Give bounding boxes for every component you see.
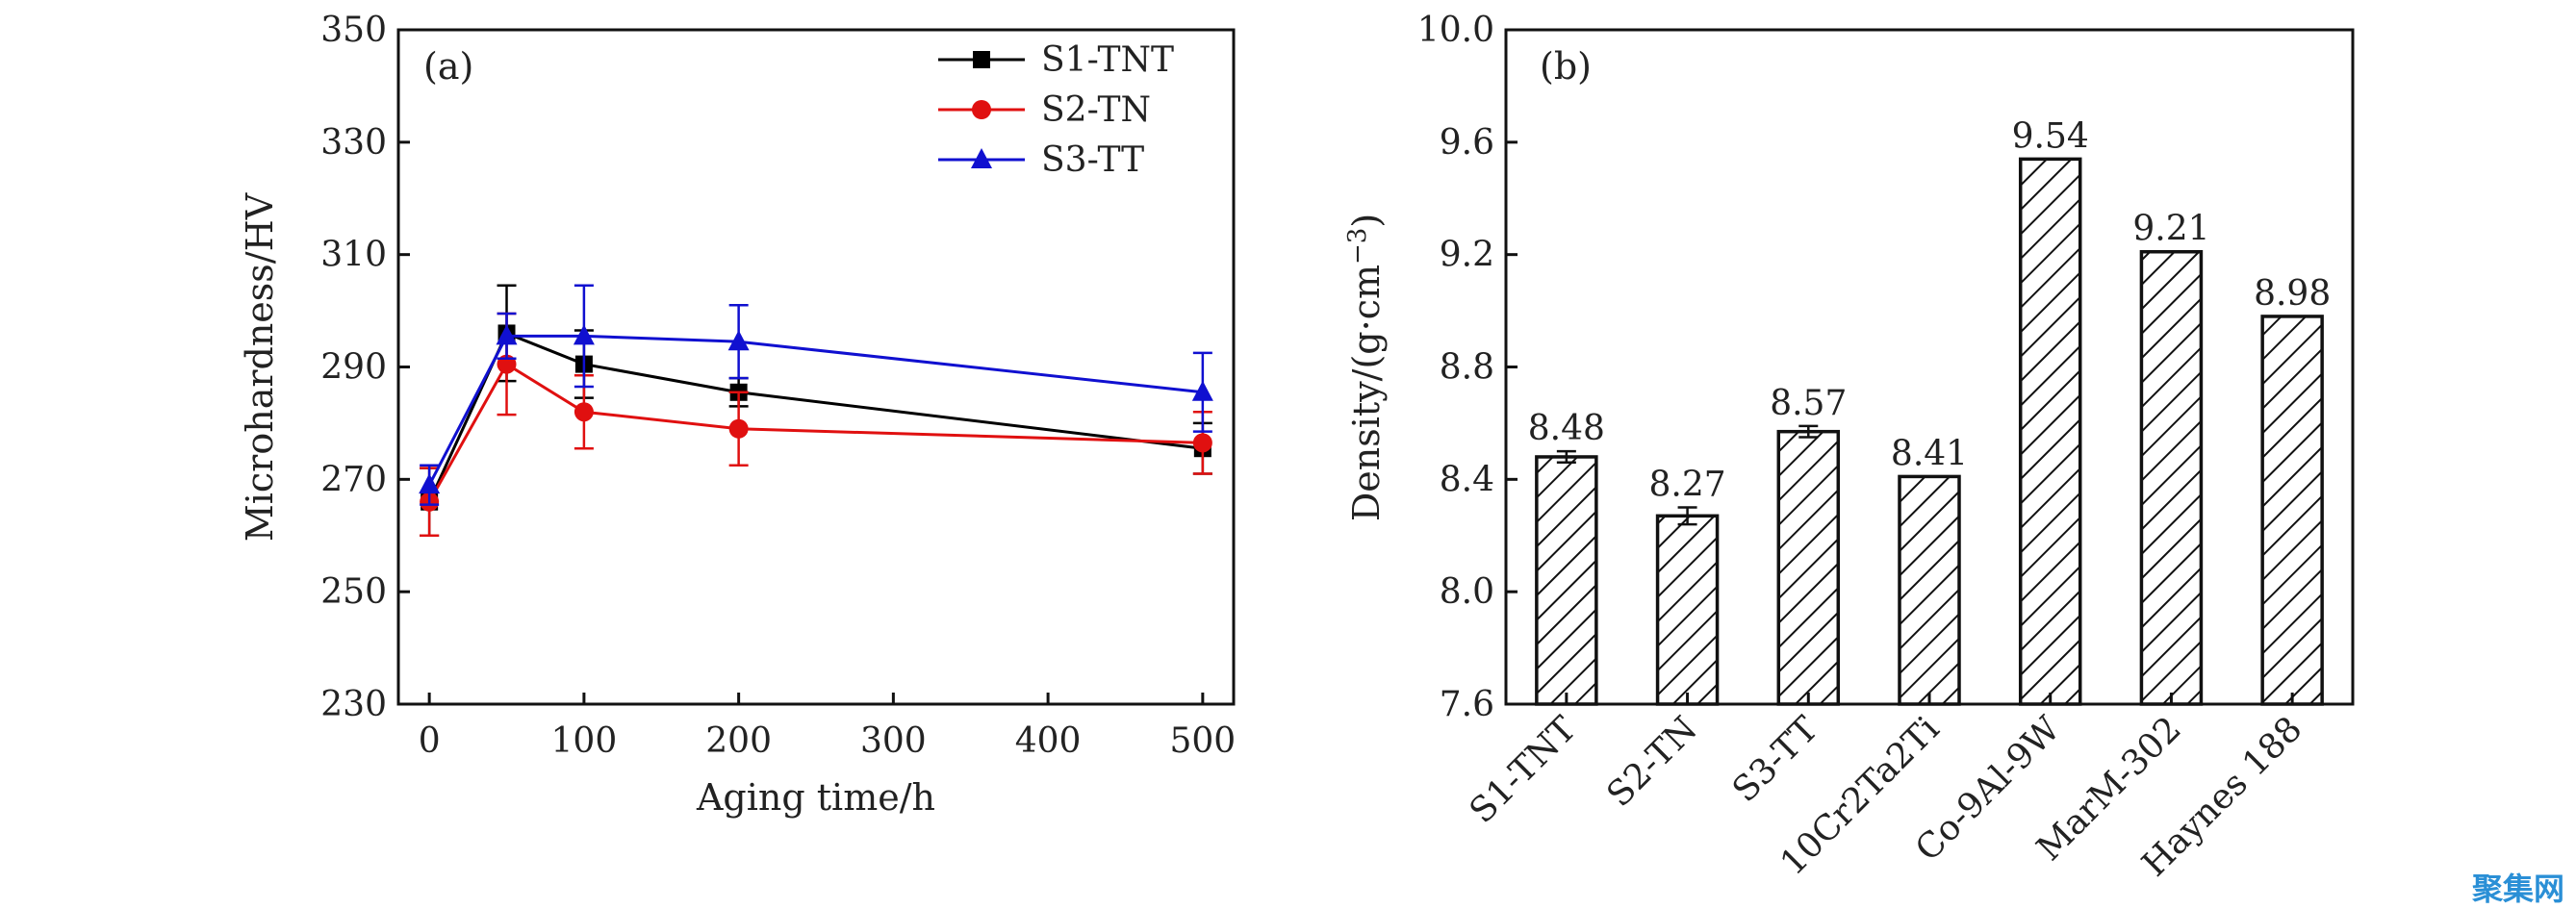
panel-a-y-axis-title: Microhardness/HV	[239, 192, 281, 542]
panel-b-y-tick-label: 8.0	[1440, 572, 1494, 612]
panel-a-tag: (a)	[423, 45, 473, 88]
bar-group-S2-TN: 8.27	[1648, 466, 1726, 706]
panel-b-bar-chart: 7.6 8.0 8.4 8.8 9.2 9.6 10.0 8.48 8.27 8.57 8.41 9…	[1343, 11, 2355, 884]
bar-group-S3-TT: 8.57	[1770, 384, 1847, 706]
bar-group-Co-9Al-9W: 9.54	[2012, 116, 2089, 706]
panel-b-y-tick-label: 10.0	[1417, 11, 1494, 50]
panel-b-y-tick-label: 8.4	[1440, 460, 1494, 499]
data-point-S3-TT	[1191, 380, 1213, 401]
bar-S1-TNT	[1535, 455, 1598, 706]
panel-a-line-chart: 230 250 270 290 310 330 350 0 100 200 300 400 500 (…	[239, 11, 1236, 819]
legend-label: S3-TT	[1041, 140, 1144, 180]
bar-10Cr2Ta2Ti	[1898, 474, 1961, 706]
panel-a-y-tick-label: 310	[320, 236, 387, 275]
bar-value-label: 8.57	[1770, 384, 1847, 423]
panel-b-x-tick-label: S3-TT	[1725, 709, 1826, 810]
data-point-S2-TN	[574, 402, 594, 422]
bar-value-label: 8.27	[1648, 466, 1725, 505]
bar-value-label: 8.41	[1891, 434, 1968, 473]
legend-marker	[973, 51, 990, 68]
panel-a-y-tick-label: 250	[320, 572, 387, 612]
bar-value-label: 9.21	[2132, 210, 2209, 249]
legend-marker	[972, 100, 991, 119]
panel-b-y-tick-label: 8.8	[1440, 348, 1494, 388]
bar-Co-9Al-9W	[2018, 157, 2082, 706]
panel-a-y-tick-label: 350	[320, 11, 387, 50]
panel-a-plot-frame	[396, 28, 1236, 706]
panel-b-y-tick-label: 7.6	[1440, 685, 1494, 724]
panel-a-x-tick-label: 200	[705, 721, 772, 761]
series-line-S1-TNT	[427, 331, 1204, 503]
bar-group-MarM-302: 9.21	[2132, 210, 2210, 706]
series-S3-TT	[419, 284, 1213, 506]
panel-a-legend: S1-TNT S2-TN S3-TT	[938, 40, 1174, 180]
panel-a-x-tick-label: 400	[1015, 721, 1082, 761]
panel-a-y-tick-label: 330	[320, 123, 387, 163]
data-point-S3-TT	[573, 324, 595, 345]
bar-value-label: 8.48	[1528, 409, 1605, 448]
panel-b-x-tick-label: S1-TNT	[1463, 709, 1585, 831]
data-point-S2-TN	[1192, 433, 1212, 453]
data-point-S3-TT	[496, 324, 518, 345]
panel-a-x-axis-title: Aging time/h	[696, 776, 935, 819]
series-S1-TNT	[420, 284, 1212, 537]
panel-b-tag: (b)	[1540, 45, 1592, 88]
series-line-S3-TT	[427, 334, 1204, 486]
panel-a-x-tick-label: 0	[419, 721, 441, 761]
bar-value-label: 8.98	[2254, 274, 2331, 314]
panel-b-y-tick-label: 9.2	[1440, 236, 1494, 275]
legend-item-S1-TNT: S1-TNT	[938, 40, 1174, 80]
legend-label: S2-TN	[1041, 90, 1151, 130]
bar-S3-TT	[1776, 429, 1841, 706]
legend-item-S2-TN: S2-TN	[938, 90, 1151, 130]
data-point-S2-TN	[728, 418, 749, 439]
panel-b-y-axis-title: Density/(g·cm−3)	[1343, 214, 1388, 521]
bar-group-S1-TNT: 8.48	[1528, 409, 1605, 706]
data-point-S3-TT	[727, 330, 750, 351]
panel-a-y-tick-label: 290	[320, 348, 387, 388]
legend-item-S3-TT: S3-TT	[938, 140, 1144, 180]
panel-a-x-tick-label: 300	[860, 721, 927, 761]
panel-b-x-tick-label: S2-TN	[1599, 709, 1705, 815]
bar-S2-TN	[1655, 514, 1720, 706]
bar-Haynes 188	[2260, 315, 2324, 706]
panel-a-x-tick-label: 500	[1169, 721, 1236, 761]
bar-group-Haynes 188: 8.98	[2254, 274, 2331, 706]
data-point-S3-TT	[419, 473, 441, 494]
bar-value-label: 9.54	[2012, 116, 2089, 156]
panel-b-y-tick-label: 9.6	[1440, 123, 1494, 163]
bar-group-10Cr2Ta2Ti: 8.41	[1891, 434, 1968, 706]
legend-marker	[971, 148, 992, 168]
watermark: 聚集网	[2471, 871, 2564, 907]
legend-label: S1-TNT	[1041, 40, 1174, 80]
bar-MarM-302	[2139, 249, 2204, 706]
panel-a-x-tick-label: 100	[551, 721, 618, 761]
panel-a-y-tick-label: 270	[320, 460, 387, 499]
panel-a-y-tick-label: 230	[320, 685, 387, 724]
